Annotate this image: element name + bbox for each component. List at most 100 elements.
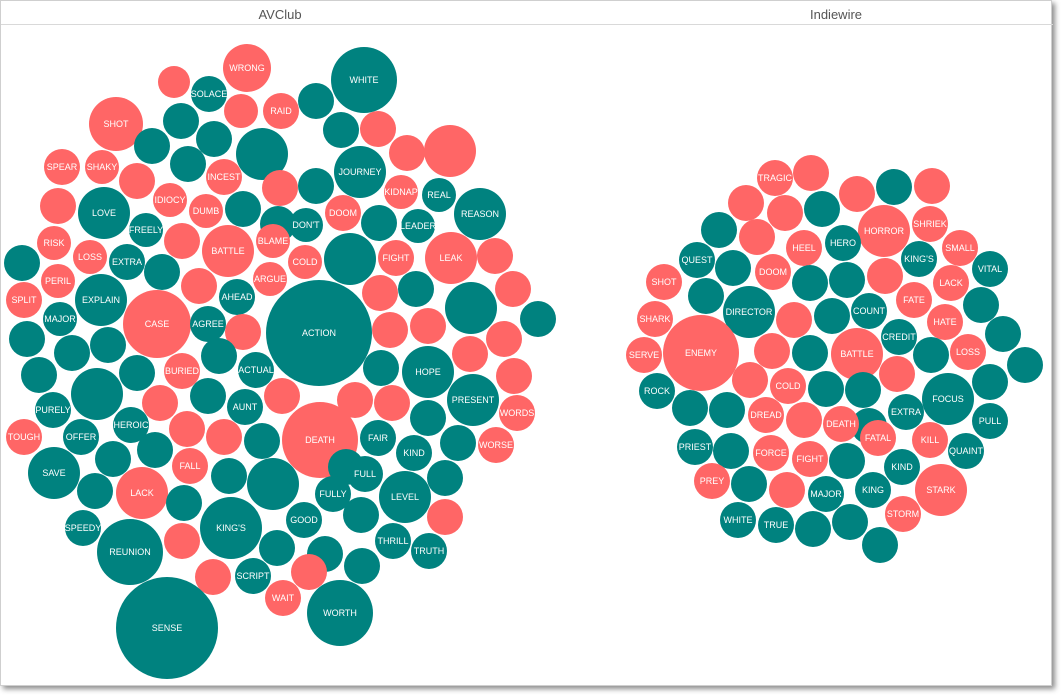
indiewire-bubble-unlabeled-38[interactable] (754, 333, 790, 369)
avclub-bubble-unlabeled-13[interactable] (236, 128, 288, 180)
avclub-bubble-leak[interactable] (425, 232, 477, 284)
indiewire-bubble-unlabeled-78[interactable] (832, 504, 868, 540)
avclub-bubble-action[interactable] (266, 280, 372, 386)
avclub-bubble-purely[interactable] (35, 392, 71, 428)
avclub-bubble-unlabeled-72[interactable] (54, 335, 90, 371)
avclub-bubble-unlabeled-55[interactable] (362, 275, 398, 311)
avclub-bubble-unlabeled-60[interactable] (445, 282, 497, 334)
indiewire-bubble-count[interactable] (851, 293, 887, 329)
avclub-bubble-unlabeled-38[interactable] (164, 223, 200, 259)
indiewire-bubble-fate[interactable] (896, 282, 932, 318)
indiewire-bubble-kill[interactable] (912, 422, 948, 458)
avclub-bubble-unlabeled-132[interactable] (291, 554, 327, 590)
avclub-bubble-wait[interactable] (265, 580, 301, 616)
avclub-bubble-wrong[interactable] (223, 44, 271, 92)
avclub-bubble-unlabeled-130[interactable] (195, 559, 231, 595)
avclub-bubble-unlabeled-124[interactable] (164, 523, 200, 559)
indiewire-bubble-force[interactable] (753, 435, 789, 471)
avclub-bubble-words[interactable] (499, 395, 535, 431)
avclub-bubble-unlabeled-105[interactable] (95, 441, 131, 477)
avclub-bubble-peril[interactable] (41, 264, 75, 298)
avclub-bubble-sense[interactable] (116, 577, 218, 679)
avclub-bubble-shot[interactable] (89, 97, 143, 151)
indiewire-bubble-stark[interactable] (915, 464, 967, 516)
avclub-bubble-ahead[interactable] (219, 279, 255, 315)
indiewire-bubble-fatal[interactable] (860, 420, 896, 456)
avclub-bubble-unlabeled-70[interactable] (9, 321, 45, 357)
avclub-bubble-level[interactable] (379, 471, 431, 523)
indiewire-bubble-credit[interactable] (881, 319, 917, 355)
avclub-bubble-unlabeled-94[interactable] (169, 411, 205, 447)
avclub-bubble-shaky[interactable] (85, 150, 119, 184)
avclub-bubble-reason[interactable] (454, 188, 506, 240)
avclub-bubble-unlabeled-14[interactable] (424, 125, 476, 177)
avclub-bubble-full[interactable] (347, 456, 383, 492)
avclub-bubble-reunion[interactable] (97, 519, 163, 585)
indiewire-bubble-unlabeled-34[interactable] (985, 316, 1021, 352)
avclub-bubble-present[interactable] (447, 374, 499, 426)
avclub-bubble-unlabeled-87[interactable] (374, 385, 410, 421)
avclub-bubble-good[interactable] (286, 502, 322, 538)
avclub-bubble-unlabeled-8[interactable] (163, 103, 199, 139)
avclub-bubble-raid[interactable] (263, 93, 299, 129)
avclub-bubble-unlabeled-18[interactable] (170, 146, 206, 182)
indiewire-bubble-priest[interactable] (677, 429, 713, 465)
avclub-bubble-leader[interactable] (401, 209, 435, 243)
indiewire-bubble-unlabeled-6[interactable] (767, 195, 803, 231)
avclub-bubble-unlabeled-77[interactable] (119, 355, 155, 391)
indiewire-bubble-pull[interactable] (972, 403, 1008, 439)
avclub-bubble-idiocy[interactable] (153, 183, 187, 217)
indiewire-bubble-horror[interactable] (858, 205, 910, 257)
avclub-bubble-unlabeled-10[interactable] (360, 111, 396, 147)
avclub-bubble-unlabeled-103[interactable] (137, 432, 173, 468)
avclub-bubble-split[interactable] (6, 282, 42, 318)
avclub-bubble-unlabeled-114[interactable] (77, 473, 113, 509)
indiewire-bubble-director[interactable] (723, 286, 775, 338)
indiewire-bubble-unlabeled-11[interactable] (739, 219, 775, 255)
avclub-bubble-script[interactable] (235, 558, 271, 594)
avclub-bubble-worth[interactable] (307, 580, 373, 646)
indiewire-bubble-unlabeled-47[interactable] (845, 372, 881, 408)
avclub-bubble-unlabeled-112[interactable] (427, 460, 463, 496)
indiewire-bubble-storm[interactable] (885, 496, 921, 532)
avclub-bubble-loss[interactable] (73, 240, 107, 274)
avclub-bubble-unlabeled-48[interactable] (477, 238, 513, 274)
avclub-bubble-unlabeled-129[interactable] (344, 548, 380, 584)
indiewire-bubble-king[interactable] (855, 472, 891, 508)
indiewire-bubble-unlabeled-77[interactable] (795, 511, 831, 547)
indiewire-bubble-unlabeled-53[interactable] (709, 392, 745, 428)
indiewire-bubble-loss[interactable] (950, 334, 986, 370)
indiewire-bubble-unlabeled-45[interactable] (732, 362, 768, 398)
indiewire-bubble-cold[interactable] (770, 368, 806, 404)
avclub-bubble-argue[interactable] (253, 262, 287, 296)
indiewire-bubble-dread[interactable] (748, 397, 784, 433)
indiewire-bubble-unlabeled-2[interactable] (876, 169, 912, 205)
avclub-bubble-tough[interactable] (6, 419, 42, 455)
avclub-bubble-king-s[interactable] (200, 497, 262, 559)
avclub-bubble-agree[interactable] (190, 306, 226, 342)
avclub-bubble-offer[interactable] (63, 419, 99, 455)
indiewire-bubble-unlabeled-52[interactable] (672, 390, 708, 426)
avclub-bubble-unlabeled-50[interactable] (144, 254, 180, 290)
avclub-bubble-unlabeled-53[interactable] (181, 268, 217, 304)
avclub-bubble-unlabeled-12[interactable] (196, 121, 232, 157)
avclub-bubble-fall[interactable] (172, 448, 208, 484)
indiewire-bubble-unlabeled-22[interactable] (792, 265, 828, 301)
avclub-bubble-unlabeled-101[interactable] (440, 425, 476, 461)
avclub-bubble-extra[interactable] (109, 244, 145, 280)
avclub-bubble-unlabeled-86[interactable] (337, 382, 373, 418)
indiewire-bubble-unlabeled-5[interactable] (728, 185, 764, 221)
avclub-bubble-solace[interactable] (191, 76, 227, 112)
avclub-bubble-kind[interactable] (396, 435, 432, 471)
avclub-bubble-truth[interactable] (411, 533, 447, 569)
indiewire-bubble-lack[interactable] (933, 265, 969, 301)
avclub-bubble-fully[interactable] (315, 476, 351, 512)
indiewire-bubble-unlabeled-21[interactable] (867, 258, 903, 294)
avclub-bubble-buried[interactable] (164, 353, 200, 389)
avclub-bubble-unlabeled-9[interactable] (323, 112, 359, 148)
indiewire-bubble-major[interactable] (808, 476, 844, 512)
avclub-bubble-unlabeled-74[interactable] (201, 338, 237, 374)
indiewire-bubble-unlabeled-32[interactable] (776, 302, 812, 338)
indiewire-bubble-fight[interactable] (792, 441, 828, 477)
avclub-bubble-unlabeled-93[interactable] (410, 400, 446, 436)
